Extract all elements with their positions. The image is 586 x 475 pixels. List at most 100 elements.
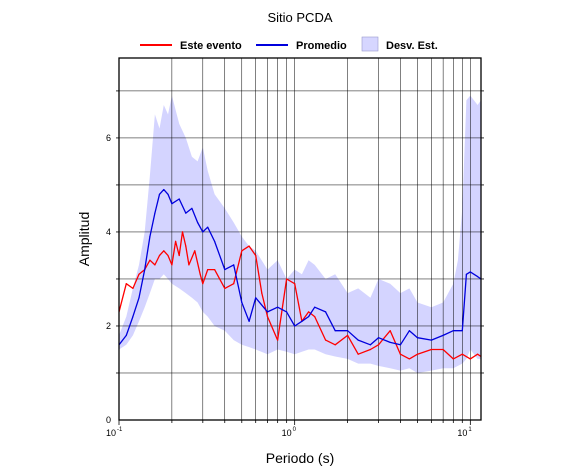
data-point-este-evento [248, 245, 250, 247]
data-point-este-evento [308, 311, 310, 313]
data-point-este-evento [185, 245, 187, 247]
data-point-promedio [308, 316, 310, 318]
data-point-promedio [163, 189, 165, 191]
data-point-promedio [465, 273, 467, 275]
data-point-este-evento [416, 353, 419, 355]
data-point-promedio [144, 269, 146, 271]
data-point-promedio [178, 198, 180, 200]
data-point-este-evento [294, 283, 296, 285]
x-tick-label-base: 10 [457, 428, 467, 438]
data-point-promedio [167, 193, 169, 195]
x-tick-label: 10 0 [282, 427, 297, 438]
legend-label-este-evento: Este evento [180, 40, 242, 52]
data-point-promedio [399, 344, 401, 346]
data-point-promedio [191, 207, 193, 209]
data-point-promedio [314, 306, 316, 308]
data-point-este-evento [194, 250, 196, 252]
data-point-promedio [224, 269, 226, 271]
x-tick-label-base: 10 [282, 428, 292, 438]
data-point-este-evento [477, 353, 479, 355]
data-point-este-evento [181, 231, 184, 233]
data-point-este-evento [430, 348, 432, 351]
data-point-promedio [266, 311, 269, 313]
data-point-este-evento [207, 269, 209, 271]
data-point-este-evento [178, 254, 180, 257]
x-tick-label-base: 10 [106, 428, 116, 438]
data-point-promedio [334, 330, 336, 332]
data-point-este-evento [188, 264, 190, 266]
data-point-este-evento [241, 250, 243, 252]
data-point-este-evento [132, 287, 134, 289]
data-point-promedio [369, 344, 371, 346]
x-tick-label: 10 1 [457, 427, 472, 438]
x-tick-label-exponent: -1 [117, 427, 123, 433]
y-axis-label: Amplitud [76, 212, 92, 266]
data-point-este-evento [452, 358, 454, 360]
data-point-promedio [347, 330, 349, 332]
data-point-promedio [294, 325, 296, 327]
data-point-este-evento [442, 348, 444, 351]
data-point-promedio [286, 311, 288, 313]
x-tick-label-exponent: 1 [468, 427, 472, 433]
data-point-promedio [214, 240, 216, 242]
data-point-este-evento [357, 353, 359, 355]
data-point-promedio [389, 341, 391, 343]
y-tick-label: 6 [106, 133, 111, 143]
x-axis-label: Periodo (s) [266, 450, 334, 466]
data-point-este-evento [334, 344, 336, 346]
data-point-este-evento [399, 353, 401, 355]
legend: Este evento Promedio Desv. Est. [140, 36, 438, 52]
data-point-promedio [277, 306, 279, 308]
data-point-promedio [132, 316, 134, 318]
data-point-este-evento [167, 254, 169, 257]
data-point-este-evento [369, 348, 371, 351]
data-point-este-evento [377, 344, 380, 346]
data-point-este-evento [255, 254, 257, 257]
data-point-este-evento [202, 283, 204, 285]
data-point-este-evento [347, 334, 349, 336]
data-point-este-evento [277, 339, 279, 341]
data-point-este-evento [389, 330, 391, 332]
data-point-promedio [461, 330, 463, 332]
data-point-este-evento [199, 273, 201, 275]
data-point-promedio [241, 301, 243, 304]
data-point-este-evento [149, 259, 151, 261]
y-tick-label: 4 [106, 227, 111, 237]
std-dev-band [119, 95, 481, 373]
data-point-este-evento [138, 273, 140, 275]
data-point-promedio [233, 264, 235, 266]
data-point-promedio [154, 212, 156, 214]
plot-frame [118, 57, 482, 421]
data-point-promedio [197, 221, 199, 224]
data-point-promedio [442, 334, 444, 336]
x-tick-label-exponent: 0 [293, 427, 297, 433]
data-point-este-evento [261, 292, 263, 294]
data-point-este-evento [314, 316, 316, 318]
data-point-promedio [416, 337, 419, 339]
data-point-este-evento [214, 269, 216, 271]
data-point-promedio [202, 231, 204, 233]
data-point-este-evento [171, 264, 173, 266]
data-point-promedio [325, 311, 327, 313]
data-point-este-evento [163, 250, 165, 252]
data-point-este-evento [286, 278, 288, 280]
legend-label-promedio: Promedio [296, 40, 347, 52]
data-point-promedio [255, 297, 257, 299]
data-point-este-evento [461, 353, 463, 355]
x-tick-label: 10 -1 [106, 427, 123, 438]
data-point-este-evento [154, 264, 156, 266]
data-point-promedio [158, 193, 161, 195]
data-point-este-evento [408, 358, 410, 360]
y-tick-label: 2 [106, 321, 111, 331]
data-point-promedio [185, 212, 187, 214]
data-point-promedio [301, 320, 303, 322]
data-point-promedio [149, 236, 151, 238]
data-point-este-evento [469, 358, 471, 360]
data-point-este-evento [158, 254, 161, 257]
data-point-promedio [248, 320, 250, 322]
data-point-promedio [430, 339, 432, 341]
data-point-promedio [138, 297, 140, 299]
data-point-promedio [452, 330, 454, 332]
data-point-promedio [125, 334, 127, 336]
